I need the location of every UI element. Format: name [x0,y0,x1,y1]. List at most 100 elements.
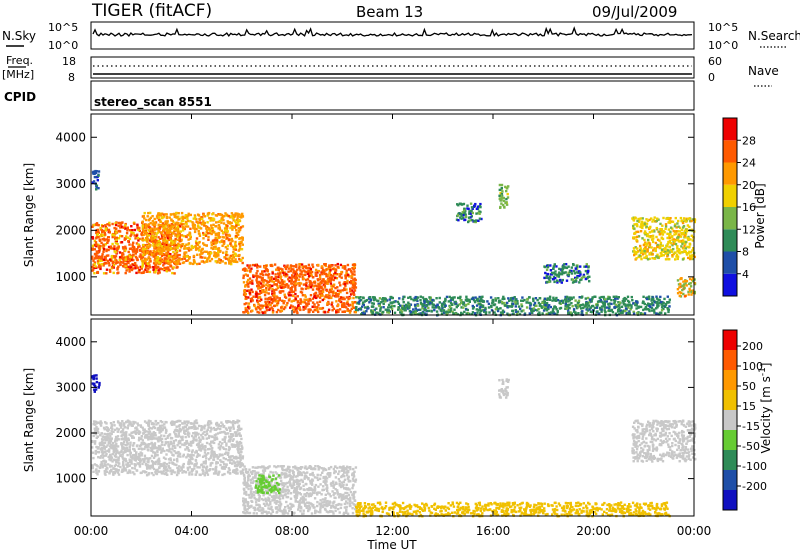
echo-cell [548,295,552,298]
echo-cell [284,296,288,299]
echo-cell [647,295,651,298]
echo-cell [648,308,651,312]
echo-cell [147,419,151,422]
echo-cell [453,296,456,299]
echo-cell [110,468,113,472]
echo-cell [104,257,107,261]
echo-cell [358,307,361,311]
echo-cell [161,252,164,255]
echo-cell [256,281,259,284]
echo-cell [234,244,238,247]
echo-cell [607,295,610,299]
echo-cell [302,308,305,311]
echo-cell [349,287,352,290]
echo-cell [667,228,671,231]
echo-cell [193,227,197,231]
echo-cell [267,303,270,306]
echo-cell [345,306,348,309]
echo-cell [608,296,611,299]
echo-cell [588,298,592,301]
echo-cell [228,262,231,265]
echo-cell [406,305,410,308]
echo-cell [511,299,514,303]
echo-cell [273,296,276,299]
echo-cell [158,226,161,230]
echo-cell [500,183,504,187]
echo-cell [252,263,255,267]
echo-cell [392,300,396,304]
echo-cell [295,276,298,280]
echo-cell [272,280,275,284]
echo-cell [185,423,189,427]
echo-cell [241,256,244,260]
echo-cell [674,243,678,246]
echo-cell [163,234,166,237]
echo-cell [178,262,182,265]
echo-cell [230,443,233,446]
echo-cell [154,252,158,256]
echo-cell [165,241,168,244]
echo-cell [277,308,280,312]
echo-cell [545,305,548,308]
echo-cell [259,265,262,268]
echo-cell [548,278,551,281]
echo-cell [336,286,339,289]
echo-cell [419,312,422,315]
echo-cell [161,247,164,250]
echo-cell [290,300,293,303]
echo-cell [382,306,385,309]
echo-cell [258,286,261,290]
echo-cell [173,449,176,453]
echo-cell [246,282,249,286]
echo-cell [653,301,657,304]
echo-cell [340,271,343,274]
echo-cell [393,311,397,314]
echo-cell [572,269,576,273]
y-tick-label: 2000 [55,223,86,237]
echo-cell [558,307,562,310]
echo-cell [294,306,297,309]
echo-cell [196,454,199,457]
echo-cell [338,308,342,311]
echo-cell [271,300,275,303]
echo-cell [236,217,239,220]
echo-cell [655,307,658,310]
echo-cell [197,232,201,235]
echo-cell [390,302,393,305]
echo-cell [278,298,281,302]
echo-cell [573,272,577,275]
echo-cell [668,221,672,224]
echo-cell [580,307,583,310]
echo-cell [133,249,137,252]
echo-cell [632,216,635,219]
echo-cell [176,256,179,259]
echo-cell [130,268,134,272]
echo-cell [153,259,156,262]
echo-cell [121,453,124,456]
echo-cell [215,221,218,224]
echo-cell [314,271,317,274]
echo-cell [302,300,305,304]
echo-cell [254,264,257,267]
echo-cell [157,252,160,255]
echo-cell [574,311,577,314]
echo-cell [167,234,171,237]
echo-cell [328,280,331,283]
echo-cell [307,286,310,290]
echo-cell [124,224,127,227]
echo-cell [182,261,186,264]
noise-left-top-tick: 10^5 [48,21,78,34]
echo-cell [154,236,157,239]
echo-cell [662,250,666,253]
echo-cell [138,268,141,272]
colorbar-tick-label: 12 [742,223,756,236]
echo-cell [636,301,639,304]
echo-cell [148,443,151,446]
echo-cell [623,299,626,303]
echo-cell [101,238,104,241]
echo-cell [413,298,416,302]
echo-cell [156,250,160,253]
echo-cell [260,298,263,301]
echo-cell [189,455,192,458]
echo-cell [632,310,635,314]
